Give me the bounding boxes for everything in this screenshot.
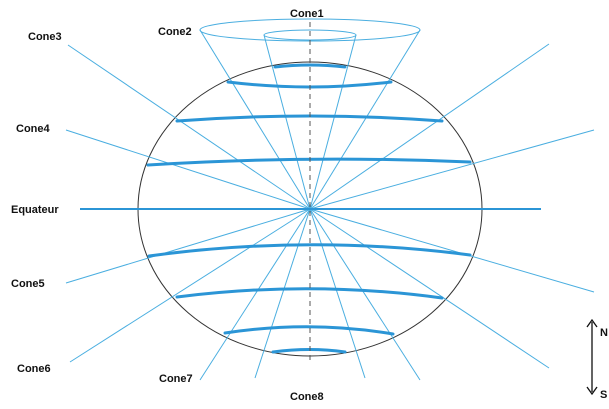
parallel-cone5 (147, 243, 472, 258)
cone4-line-left (65, 129, 311, 210)
cone-lines (65, 29, 595, 381)
label-south: S (600, 389, 607, 401)
cone1-line-left (199, 29, 311, 210)
cone8-line-right (309, 208, 366, 379)
parallel-cone6 (175, 287, 444, 300)
cone6-line-left (69, 208, 311, 363)
label-cone3: Cone3 (28, 31, 62, 43)
cone2-line-left (263, 34, 311, 210)
label-cone7: Cone7 (159, 373, 193, 385)
label-north: N (600, 327, 608, 339)
label-cone8: Cone8 (290, 391, 324, 403)
cone5-line-right (309, 208, 595, 293)
cone7-line-right (309, 208, 421, 381)
parallel-cone7 (223, 325, 395, 336)
cone1-line-right (309, 29, 421, 210)
label-equateur: Equateur (11, 204, 59, 216)
parallel-cone2-upper (273, 63, 347, 69)
parallel-cone8 (271, 348, 347, 354)
label-cone4: Cone4 (16, 123, 51, 135)
cone6-line-right (309, 208, 550, 369)
cone3-line-right (309, 43, 550, 210)
label-cone1: Cone1 (290, 8, 324, 20)
parallel-cone4 (146, 157, 472, 167)
cone5-line-left (65, 208, 311, 284)
cone2-line-right (309, 34, 357, 210)
label-cone6: Cone6 (17, 363, 51, 375)
cone3-line-left (67, 44, 311, 210)
label-cone2: Cone2 (158, 26, 192, 38)
cone4-line-right (309, 129, 595, 210)
cone7-line-left (199, 208, 311, 381)
label-cone5: Cone5 (11, 278, 45, 290)
north-south-arrow (586, 318, 598, 396)
cone8-line-left (254, 208, 311, 379)
